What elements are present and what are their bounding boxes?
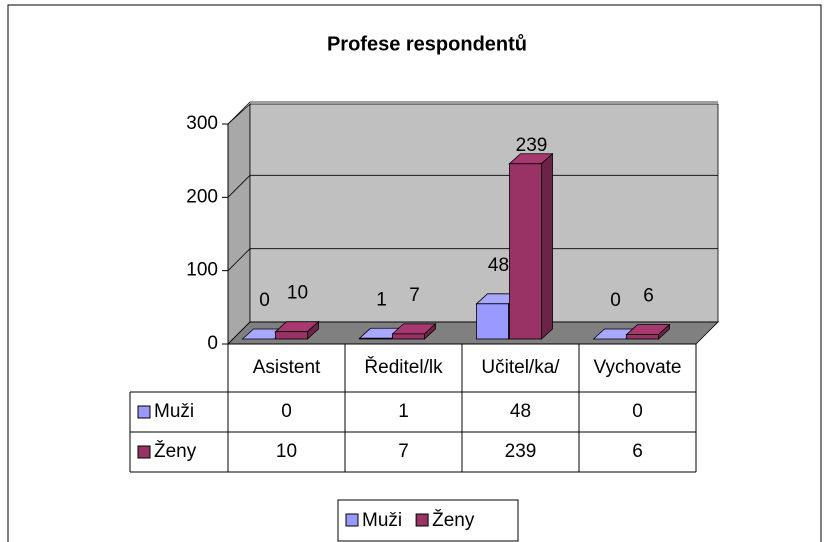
data-label: 0: [259, 290, 270, 311]
x-tick-label: Ředitel/lk: [364, 356, 443, 378]
bar: [476, 303, 509, 340]
data-label: 6: [643, 286, 654, 307]
back-wall: [249, 103, 719, 323]
data-label: 1: [376, 289, 387, 310]
x-tick-label: Asistent: [253, 357, 321, 378]
bar: [509, 163, 542, 340]
table-cell: 48: [510, 401, 531, 422]
side-wall: [227, 103, 251, 345]
data-label: 7: [409, 285, 420, 306]
table-cell: 239: [505, 441, 537, 462]
y-tick-label: 200: [186, 186, 218, 207]
table-cell: 0: [632, 401, 643, 422]
y-tick-label: 100: [186, 260, 218, 281]
legend-key: [137, 405, 151, 419]
table-row-label: Muži: [154, 401, 194, 422]
legend-label: Ženy: [432, 509, 475, 531]
bar: [626, 334, 659, 340]
x-tick-label: Vychovate: [593, 357, 681, 378]
y-tick-label: 0: [207, 333, 218, 354]
table-cell: 7: [398, 441, 409, 462]
bar: [359, 337, 392, 340]
table-row-label: Ženy: [154, 440, 197, 462]
grid-line: [227, 321, 718, 345]
grid-line: [227, 174, 718, 198]
bar: [392, 333, 425, 340]
x-tick-label: Učitel/ka/: [481, 357, 560, 378]
chart-title: Profese respondentů: [327, 33, 527, 55]
data-label: 239: [516, 135, 548, 156]
legend-key: [137, 445, 151, 459]
legend-key: [345, 513, 359, 527]
table-cell: 10: [276, 441, 297, 462]
legend-key: [415, 513, 429, 527]
grid-line: [227, 248, 718, 271]
table-cell: 1: [398, 401, 409, 422]
data-label: 0: [610, 290, 621, 311]
table-cell: 0: [281, 401, 292, 422]
grid-line: [227, 101, 718, 125]
table-cell: 6: [632, 441, 643, 462]
bar: [275, 331, 308, 340]
data-label: 10: [287, 283, 308, 304]
legend-label: Muži: [362, 510, 402, 531]
y-tick-label: 300: [186, 113, 218, 134]
data-label: 48: [488, 255, 509, 276]
bar-side: [541, 152, 553, 340]
